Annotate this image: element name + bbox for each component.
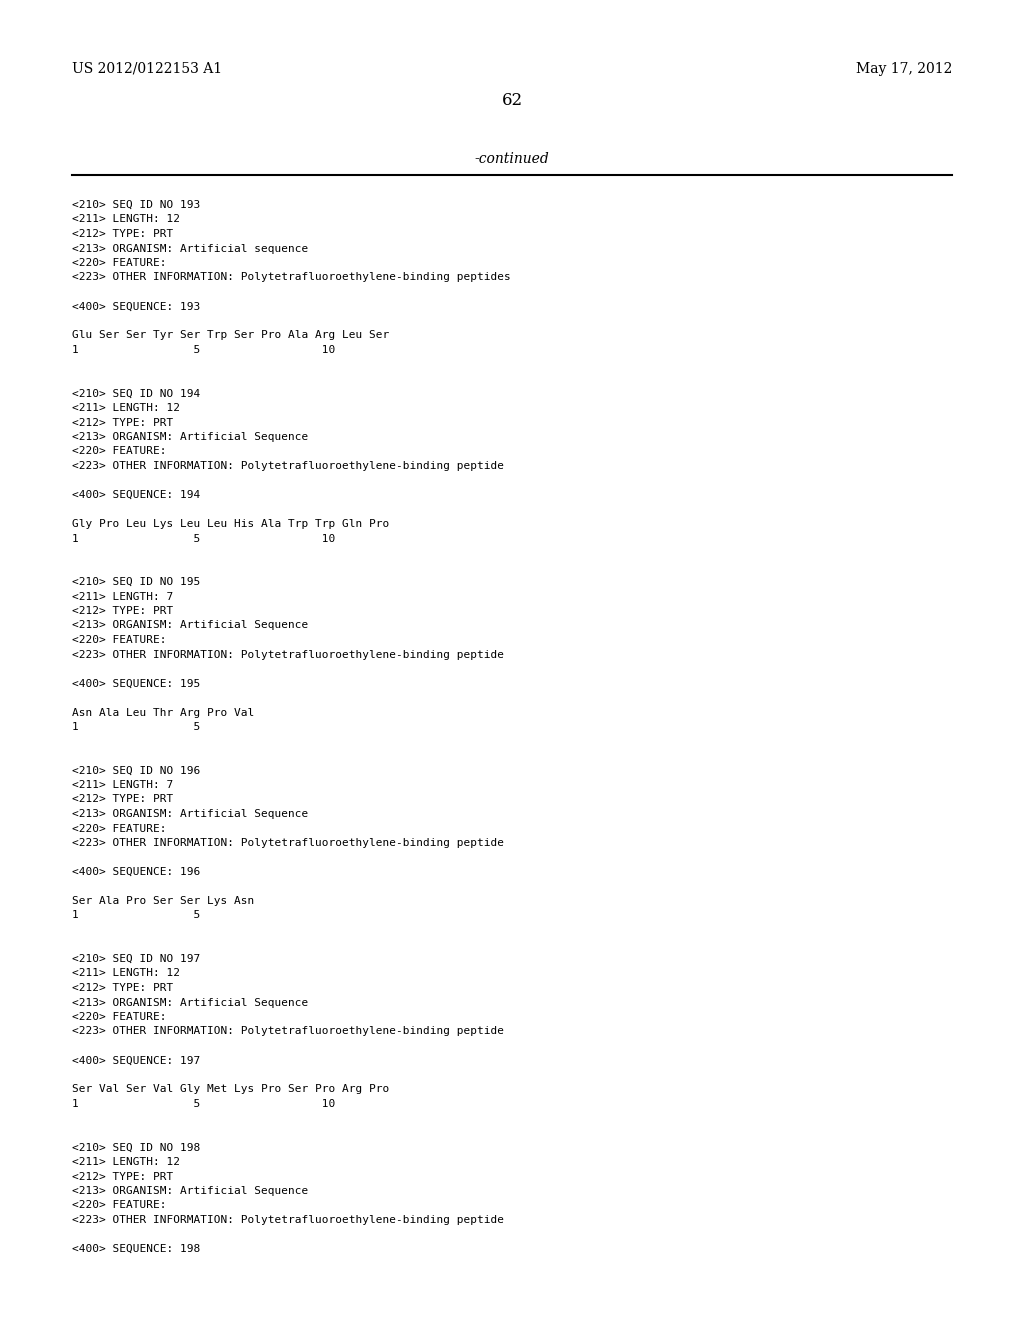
Text: <400> SEQUENCE: 197: <400> SEQUENCE: 197 bbox=[72, 1056, 201, 1065]
Text: <213> ORGANISM: Artificial Sequence: <213> ORGANISM: Artificial Sequence bbox=[72, 620, 308, 631]
Text: <220> FEATURE:: <220> FEATURE: bbox=[72, 635, 167, 645]
Text: <220> FEATURE:: <220> FEATURE: bbox=[72, 1200, 167, 1210]
Text: <211> LENGTH: 7: <211> LENGTH: 7 bbox=[72, 780, 173, 789]
Text: 1                 5                  10: 1 5 10 bbox=[72, 533, 335, 544]
Text: <210> SEQ ID NO 193: <210> SEQ ID NO 193 bbox=[72, 201, 201, 210]
Text: Gly Pro Leu Lys Leu Leu His Ala Trp Trp Gln Pro: Gly Pro Leu Lys Leu Leu His Ala Trp Trp … bbox=[72, 519, 389, 529]
Text: <223> OTHER INFORMATION: Polytetrafluoroethylene-binding peptide: <223> OTHER INFORMATION: Polytetrafluoro… bbox=[72, 649, 504, 660]
Text: Glu Ser Ser Tyr Ser Trp Ser Pro Ala Arg Leu Ser: Glu Ser Ser Tyr Ser Trp Ser Pro Ala Arg … bbox=[72, 330, 389, 341]
Text: <212> TYPE: PRT: <212> TYPE: PRT bbox=[72, 606, 173, 616]
Text: <400> SEQUENCE: 194: <400> SEQUENCE: 194 bbox=[72, 490, 201, 500]
Text: <213> ORGANISM: Artificial sequence: <213> ORGANISM: Artificial sequence bbox=[72, 243, 308, 253]
Text: <400> SEQUENCE: 195: <400> SEQUENCE: 195 bbox=[72, 678, 201, 689]
Text: <211> LENGTH: 12: <211> LENGTH: 12 bbox=[72, 403, 180, 413]
Text: <400> SEQUENCE: 198: <400> SEQUENCE: 198 bbox=[72, 1243, 201, 1254]
Text: US 2012/0122153 A1: US 2012/0122153 A1 bbox=[72, 62, 222, 77]
Text: <211> LENGTH: 12: <211> LENGTH: 12 bbox=[72, 969, 180, 978]
Text: <212> TYPE: PRT: <212> TYPE: PRT bbox=[72, 795, 173, 804]
Text: Asn Ala Leu Thr Arg Pro Val: Asn Ala Leu Thr Arg Pro Val bbox=[72, 708, 254, 718]
Text: <212> TYPE: PRT: <212> TYPE: PRT bbox=[72, 983, 173, 993]
Text: <213> ORGANISM: Artificial Sequence: <213> ORGANISM: Artificial Sequence bbox=[72, 432, 308, 442]
Text: <212> TYPE: PRT: <212> TYPE: PRT bbox=[72, 417, 173, 428]
Text: <213> ORGANISM: Artificial Sequence: <213> ORGANISM: Artificial Sequence bbox=[72, 809, 308, 818]
Text: <223> OTHER INFORMATION: Polytetrafluoroethylene-binding peptides: <223> OTHER INFORMATION: Polytetrafluoro… bbox=[72, 272, 511, 282]
Text: 62: 62 bbox=[502, 92, 522, 110]
Text: <211> LENGTH: 12: <211> LENGTH: 12 bbox=[72, 1158, 180, 1167]
Text: Ser Val Ser Val Gly Met Lys Pro Ser Pro Arg Pro: Ser Val Ser Val Gly Met Lys Pro Ser Pro … bbox=[72, 1085, 389, 1094]
Text: 1                 5: 1 5 bbox=[72, 911, 201, 920]
Text: <210> SEQ ID NO 195: <210> SEQ ID NO 195 bbox=[72, 577, 201, 587]
Text: <400> SEQUENCE: 196: <400> SEQUENCE: 196 bbox=[72, 867, 201, 876]
Text: <220> FEATURE:: <220> FEATURE: bbox=[72, 824, 167, 833]
Text: <220> FEATURE:: <220> FEATURE: bbox=[72, 446, 167, 457]
Text: May 17, 2012: May 17, 2012 bbox=[856, 62, 952, 77]
Text: <220> FEATURE:: <220> FEATURE: bbox=[72, 1012, 167, 1022]
Text: <210> SEQ ID NO 198: <210> SEQ ID NO 198 bbox=[72, 1143, 201, 1152]
Text: <212> TYPE: PRT: <212> TYPE: PRT bbox=[72, 1172, 173, 1181]
Text: <400> SEQUENCE: 193: <400> SEQUENCE: 193 bbox=[72, 301, 201, 312]
Text: <223> OTHER INFORMATION: Polytetrafluoroethylene-binding peptide: <223> OTHER INFORMATION: Polytetrafluoro… bbox=[72, 1027, 504, 1036]
Text: 1                 5: 1 5 bbox=[72, 722, 201, 733]
Text: 1                 5                  10: 1 5 10 bbox=[72, 345, 335, 355]
Text: -continued: -continued bbox=[475, 152, 549, 166]
Text: <210> SEQ ID NO 196: <210> SEQ ID NO 196 bbox=[72, 766, 201, 776]
Text: <223> OTHER INFORMATION: Polytetrafluoroethylene-binding peptide: <223> OTHER INFORMATION: Polytetrafluoro… bbox=[72, 461, 504, 471]
Text: <211> LENGTH: 12: <211> LENGTH: 12 bbox=[72, 214, 180, 224]
Text: <213> ORGANISM: Artificial Sequence: <213> ORGANISM: Artificial Sequence bbox=[72, 1185, 308, 1196]
Text: <210> SEQ ID NO 197: <210> SEQ ID NO 197 bbox=[72, 954, 201, 964]
Text: <223> OTHER INFORMATION: Polytetrafluoroethylene-binding peptide: <223> OTHER INFORMATION: Polytetrafluoro… bbox=[72, 1214, 504, 1225]
Text: <210> SEQ ID NO 194: <210> SEQ ID NO 194 bbox=[72, 388, 201, 399]
Text: Ser Ala Pro Ser Ser Lys Asn: Ser Ala Pro Ser Ser Lys Asn bbox=[72, 896, 254, 906]
Text: <213> ORGANISM: Artificial Sequence: <213> ORGANISM: Artificial Sequence bbox=[72, 998, 308, 1007]
Text: <211> LENGTH: 7: <211> LENGTH: 7 bbox=[72, 591, 173, 602]
Text: <212> TYPE: PRT: <212> TYPE: PRT bbox=[72, 228, 173, 239]
Text: <223> OTHER INFORMATION: Polytetrafluoroethylene-binding peptide: <223> OTHER INFORMATION: Polytetrafluoro… bbox=[72, 838, 504, 847]
Text: <220> FEATURE:: <220> FEATURE: bbox=[72, 257, 167, 268]
Text: 1                 5                  10: 1 5 10 bbox=[72, 1100, 335, 1109]
